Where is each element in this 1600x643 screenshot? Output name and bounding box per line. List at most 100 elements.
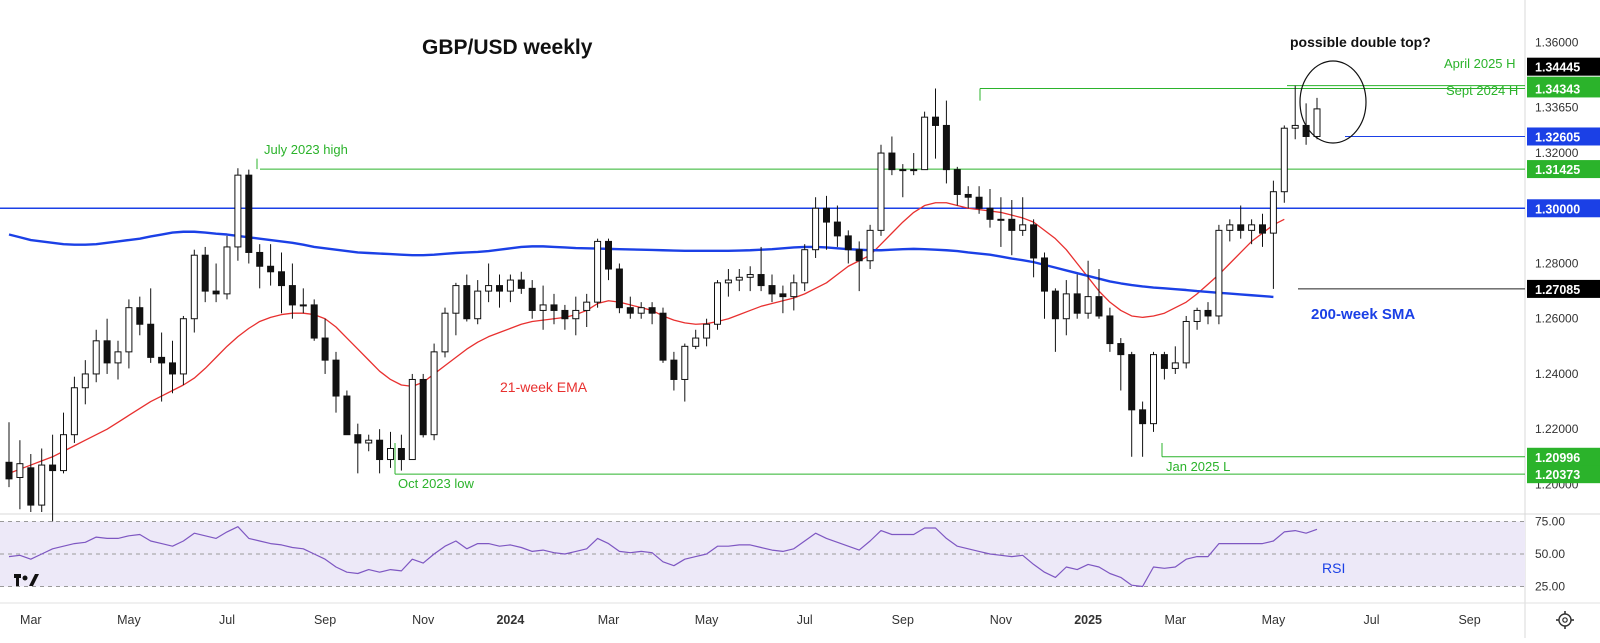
candle (975, 186, 983, 214)
candle-body-up (387, 447, 394, 461)
candle-body-down (1095, 296, 1103, 317)
candle-body-up (1248, 224, 1256, 231)
candle-body-up (1019, 224, 1027, 231)
candle-body-down (1073, 293, 1081, 314)
candle (921, 111, 929, 171)
candle-body-down (1237, 224, 1245, 231)
candle (735, 269, 743, 292)
axes: 1.36000 1.33650 1.32000 1.28000 1.26000 1.240… (20, 36, 1600, 627)
candle (823, 195, 830, 250)
candle (703, 318, 711, 347)
x-tick-label: Mar (1165, 613, 1187, 627)
price-badge-bg (1527, 447, 1600, 466)
candle (986, 188, 994, 228)
candle-body-up (583, 301, 591, 311)
settings-gear-icon[interactable] (1556, 611, 1574, 629)
candle (626, 296, 634, 319)
candle (1291, 85, 1299, 140)
candle-body-down (942, 124, 950, 171)
candle-body-down (158, 356, 166, 364)
price-badge-label: 1.34343 (1535, 82, 1580, 96)
candle (910, 153, 918, 176)
chart-title: GBP/USD weekly (422, 36, 593, 59)
rsi-tick-label: 50.00 (1535, 547, 1565, 561)
candle-body-down (953, 169, 961, 195)
y-tick-label: 1.33650 (1535, 100, 1579, 114)
candle (278, 252, 285, 314)
candle (169, 340, 176, 394)
price-badge: 1.27085 (1527, 279, 1600, 298)
candle-body-down (1204, 309, 1212, 317)
candle-body-up (125, 307, 133, 353)
candle (136, 296, 144, 336)
ema-label: 21-week EMA (500, 379, 588, 395)
candle-body-up (70, 387, 78, 436)
horizontal-levels (0, 85, 1525, 475)
candle (376, 429, 384, 474)
price-badge: 1.30000 (1527, 199, 1600, 218)
candle (321, 318, 329, 374)
candle-body-down (1259, 224, 1266, 234)
x-tick-label: Nov (412, 613, 435, 627)
price-badge-label: 1.31425 (1535, 163, 1580, 177)
candle (779, 285, 787, 314)
price-badge: 1.34445 (1527, 57, 1600, 76)
candle-body-up (724, 279, 732, 284)
candle (746, 266, 754, 292)
candle-body-down (1139, 409, 1147, 425)
candle-body-down (1008, 218, 1016, 231)
candle (648, 302, 656, 325)
candle-body-down (288, 285, 296, 306)
candle (299, 288, 307, 314)
candle (5, 422, 13, 488)
x-tick-label: Jul (219, 613, 235, 627)
candle-body-down (1106, 315, 1114, 345)
candle (234, 168, 242, 261)
candle (496, 274, 503, 308)
candle-body-down (49, 464, 57, 472)
candle-body-up (92, 340, 100, 375)
y-tick-label: 1.26000 (1535, 312, 1579, 326)
candle (1171, 346, 1179, 374)
candle (659, 307, 667, 363)
candle (572, 296, 580, 336)
series-line-ema-21 (8, 202, 1285, 474)
candle-body-up (812, 207, 820, 251)
candle (1095, 269, 1103, 319)
candle (539, 285, 547, 330)
price-badge-label: 1.32605 (1535, 130, 1580, 144)
rsi-tick-label: 25.00 (1535, 580, 1565, 594)
candle (256, 244, 264, 289)
candle (681, 343, 689, 402)
candle-body-up (299, 304, 307, 307)
candle (212, 263, 220, 303)
candle-body-down (397, 447, 405, 461)
price-badge-bg (1527, 79, 1600, 98)
candle-body-up (1215, 229, 1223, 317)
x-tick-label: 2024 (496, 613, 524, 627)
candle-body-down (670, 359, 678, 380)
candle-body-up (441, 312, 449, 353)
candle-body-up (910, 169, 918, 172)
candle-body-up (703, 323, 711, 339)
candle (365, 434, 373, 452)
candle (1204, 302, 1212, 325)
candle-body-down (888, 152, 896, 171)
candle (1008, 199, 1016, 256)
x-tick-label: May (1262, 613, 1286, 627)
candle (790, 274, 798, 311)
candle (768, 274, 776, 303)
candle-body-up (1280, 127, 1288, 193)
candle (1248, 219, 1256, 245)
price-badge-bg (1527, 127, 1600, 146)
candle (332, 351, 340, 413)
candle-body-down (321, 337, 329, 361)
candle-body-down (1030, 224, 1038, 259)
candle (463, 274, 471, 322)
candle (1051, 288, 1059, 352)
candle-body-up (506, 279, 514, 292)
candle (888, 136, 896, 176)
candle (1106, 307, 1114, 352)
candle (833, 205, 841, 247)
price-badge: 1.34343 (1527, 79, 1600, 98)
